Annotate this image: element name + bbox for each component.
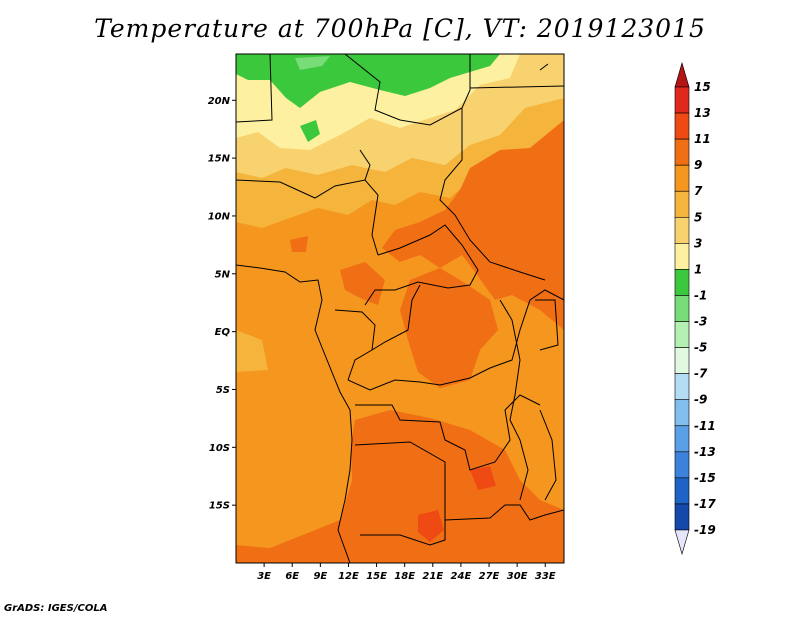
- colorbar-swatch: [674, 503, 690, 531]
- field-1-3-patch: [300, 120, 320, 142]
- colorbar-label: -9: [694, 393, 707, 407]
- map-title: Temperature at 700hPa [C], VT: 201912301…: [94, 14, 706, 43]
- colorbar-label: -15: [694, 471, 716, 485]
- colorbar-label: -3: [694, 315, 707, 329]
- colorbar-label: -5: [694, 341, 707, 355]
- colorbar-label: 11: [694, 132, 711, 146]
- grads-credit: GrADS: IGES/COLA: [4, 603, 108, 614]
- lat-tick-label: 20N: [208, 96, 231, 107]
- field-neg1-1: [295, 56, 330, 70]
- lon-tick-label: 30E: [507, 571, 528, 582]
- border-car: [364, 224, 479, 306]
- field-7-9-atlantic: [236, 330, 268, 372]
- border-drc-east: [347, 289, 564, 391]
- colorbar-label: 1: [694, 262, 702, 276]
- lat-tick-label: 5N: [215, 269, 231, 280]
- colorbar-label: 9: [694, 158, 702, 172]
- lon-tick-label: 21E: [422, 571, 443, 582]
- border-rift: [499, 299, 529, 501]
- border-libya: [344, 54, 471, 126]
- lon-tick-label: 18E: [394, 571, 415, 582]
- coast-redsea: [539, 63, 549, 71]
- colorbar-label: -11: [694, 419, 716, 433]
- border-sudan: [439, 108, 546, 281]
- field-11-13-congo: [400, 268, 498, 388]
- border-namibia: [354, 441, 446, 546]
- colorbar-swatch: [674, 86, 690, 114]
- colorbar-label: -13: [694, 445, 716, 459]
- border-mozambique: [539, 409, 557, 501]
- lon-tick-label: 33E: [535, 571, 556, 582]
- border-congo: [371, 284, 421, 351]
- colorbar-label: 15: [694, 80, 711, 94]
- temperature-field: [236, 54, 564, 563]
- colorbar-swatch: [674, 425, 690, 453]
- colorbar-swatch: [674, 295, 690, 322]
- lat-tick-label: 15N: [208, 154, 231, 165]
- lon-tick-label: 6E: [285, 571, 299, 582]
- colorbar-label: 3: [694, 236, 702, 250]
- field-11-13-small: [290, 236, 308, 252]
- country-borders: [236, 54, 564, 563]
- colorbar-swatch: [674, 347, 690, 374]
- latitude-axis: 20N 15N 10N 5N EQ 5S 10S 15S: [208, 96, 236, 512]
- colorbar-swatch: [674, 164, 690, 192]
- colorbar-swatch: [674, 477, 690, 505]
- border-gabon: [334, 309, 376, 381]
- colorbar-swatch: [674, 399, 690, 427]
- field-11-13-east: [382, 120, 564, 330]
- lat-tick-label: 10N: [208, 211, 231, 222]
- lat-tick-label: EQ: [215, 327, 231, 338]
- colorbar-upper-arrow: [674, 61, 690, 88]
- colorbar-swatch: [674, 112, 690, 140]
- border-nw: [236, 54, 273, 123]
- border-egypt-sudan: [469, 85, 564, 89]
- colorbar-swatch: [674, 269, 690, 296]
- colorbar-label: -19: [694, 523, 716, 537]
- lon-tick-label: 27E: [479, 571, 500, 582]
- colorbar-swatch: [674, 373, 690, 401]
- colorbar-swatch: [674, 243, 690, 270]
- border-sahel: [236, 179, 379, 256]
- field-11-13-west: [340, 262, 385, 305]
- lat-tick-label: 5S: [216, 385, 230, 396]
- field-13-15-south: [418, 510, 444, 542]
- lat-tick-label: 10S: [209, 443, 230, 454]
- colorbar-label: -17: [694, 497, 716, 511]
- colorbar: 15 13 11 9 7 5 3 1 -1 -3 -5 -7 -9 -11 -13 -15 -17 -19: [674, 61, 716, 556]
- colorbar-lower-arrow: [674, 529, 690, 556]
- field-13-15-patch: [470, 466, 496, 490]
- colorbar-swatch: [674, 216, 690, 244]
- coastline: [236, 264, 353, 563]
- colorbar-swatch: [674, 190, 690, 218]
- colorbar-swatch: [674, 451, 690, 479]
- colorbar-label: -7: [694, 367, 708, 381]
- lon-tick-label: 9E: [313, 571, 327, 582]
- colorbar-label: 5: [694, 210, 702, 224]
- lon-tick-label: 15E: [366, 571, 387, 582]
- lat-tick-label: 15S: [209, 501, 230, 512]
- colorbar-swatch: [674, 321, 690, 348]
- colorbar-label: 7: [694, 184, 703, 198]
- map-frame: [235, 53, 565, 564]
- colorbar-label: -1: [694, 288, 707, 302]
- lon-tick-label: 3E: [257, 571, 271, 582]
- lake-victoria: [535, 299, 559, 351]
- border-zimbabwe: [444, 504, 564, 521]
- lon-tick-label: 12E: [338, 571, 359, 582]
- colorbar-label: 13: [694, 106, 711, 120]
- border-niger: [359, 149, 371, 181]
- border-angola-zambia: [355, 394, 541, 471]
- lon-tick-label: 24E: [451, 571, 472, 582]
- colorbar-swatch: [674, 138, 690, 166]
- longitude-axis: 3E 6E 9E 12E 15E 18E 21E 24E 27E 30E 33E: [257, 563, 556, 582]
- field-11-13-south: [236, 410, 564, 563]
